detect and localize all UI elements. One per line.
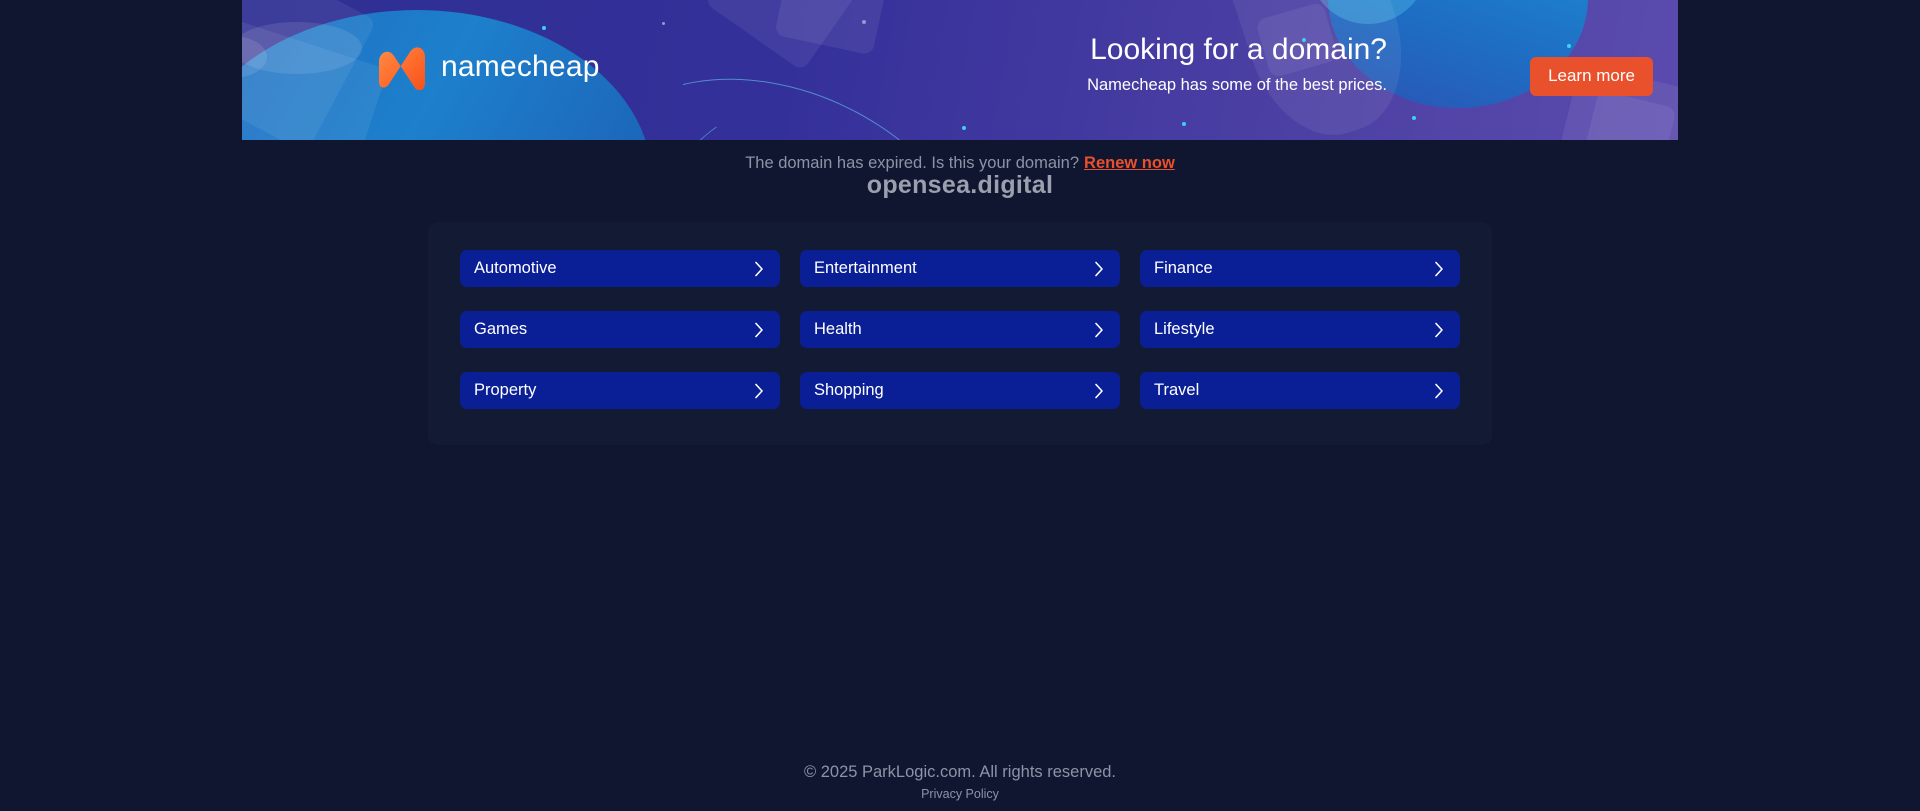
namecheap-ad-banner[interactable]: namecheap Looking for a domain? Namechea… (242, 0, 1678, 140)
chevron-right-icon (1094, 322, 1104, 338)
category-grid: Automotive Entertainment Finance Games H… (460, 250, 1460, 409)
banner-copy: Looking for a domain? Namecheap has some… (927, 32, 1387, 97)
category-button-entertainment[interactable]: Entertainment (800, 250, 1120, 287)
domain-name-title: opensea.digital (866, 171, 1054, 199)
sparkle-dot (1567, 44, 1571, 48)
category-button-travel[interactable]: Travel (1140, 372, 1460, 409)
namecheap-logo[interactable]: namecheap (367, 44, 600, 91)
sparkle-dot (542, 26, 546, 30)
category-label: Games (474, 320, 528, 338)
chevron-right-icon (1094, 383, 1104, 399)
cloud-decoration-small (242, 36, 267, 78)
copyright-text: © 2025 ParkLogic.com. All rights reserve… (803, 763, 1117, 781)
category-label: Entertainment (814, 259, 917, 277)
category-button-automotive[interactable]: Automotive (460, 250, 780, 287)
category-label: Property (474, 381, 537, 399)
category-button-finance[interactable]: Finance (1140, 250, 1460, 287)
card-decoration-1 (242, 0, 377, 140)
renew-now-link[interactable]: Renew now (1084, 154, 1175, 172)
chevron-right-icon (1434, 322, 1444, 338)
category-button-shopping[interactable]: Shopping (800, 372, 1120, 409)
category-label: Finance (1154, 259, 1213, 277)
category-button-property[interactable]: Property (460, 372, 780, 409)
chevron-right-icon (754, 322, 764, 338)
card-decoration-6 (1583, 89, 1677, 140)
learn-more-button[interactable]: Learn more (1530, 57, 1653, 96)
sparkle-dot (862, 20, 866, 24)
category-label: Automotive (474, 259, 557, 277)
banner-subline: Namecheap has some of the best prices. (1087, 76, 1387, 94)
domain-expired-notice: The domain has expired. Is this your dom… (0, 153, 1920, 173)
chevron-right-icon (754, 383, 764, 399)
planet-highlight-right (1308, 0, 1428, 24)
category-button-lifestyle[interactable]: Lifestyle (1140, 311, 1460, 348)
category-label: Shopping (814, 381, 884, 399)
chevron-right-icon (1094, 261, 1104, 277)
namecheap-wordmark: namecheap (441, 50, 600, 83)
category-label: Lifestyle (1154, 320, 1215, 338)
page-footer: © 2025 ParkLogic.com. All rights reserve… (0, 761, 1920, 803)
sparkle-dot (962, 126, 966, 130)
sparkle-dot (1412, 116, 1416, 120)
privacy-policy-link[interactable]: Privacy Policy (921, 787, 999, 801)
chevron-right-icon (1434, 261, 1444, 277)
category-label: Travel (1154, 381, 1200, 399)
card-decoration-4 (774, 0, 890, 56)
chevron-right-icon (1434, 383, 1444, 399)
card-decoration-3 (704, 0, 860, 72)
namecheap-logo-icon (367, 44, 427, 91)
category-button-health[interactable]: Health (800, 311, 1120, 348)
banner-headline: Looking for a domain? (1090, 33, 1387, 66)
expired-notice-text: The domain has expired. Is this your dom… (745, 154, 1080, 172)
category-button-games[interactable]: Games (460, 311, 780, 348)
sparkle-dot (1182, 122, 1186, 126)
cloud-decoration (242, 22, 362, 74)
category-label: Health (814, 320, 862, 338)
sparkle-dot (662, 22, 665, 25)
chevron-right-icon (754, 261, 764, 277)
